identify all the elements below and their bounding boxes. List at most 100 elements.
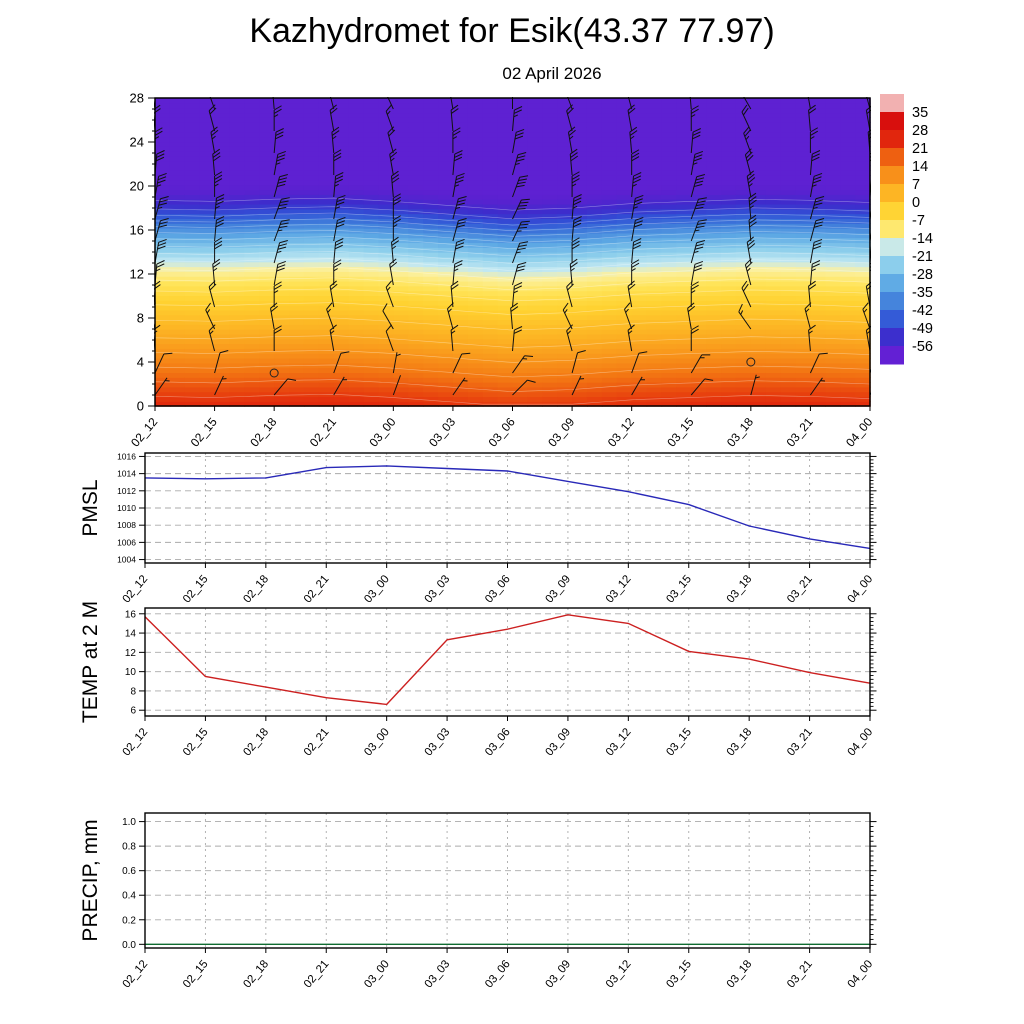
calm-wind-circle xyxy=(746,357,756,367)
svg-text:0.8: 0.8 xyxy=(122,842,136,853)
temp-2m-panel: 6 8 10 12 14 16 02_12 02_15 02_18 02_21 03_00 03_03… xyxy=(79,601,877,758)
svg-text:1004: 1004 xyxy=(117,555,136,565)
svg-text:03_15: 03_15 xyxy=(664,573,694,605)
svg-text:28: 28 xyxy=(912,123,928,139)
svg-text:28: 28 xyxy=(130,91,144,106)
svg-text:8: 8 xyxy=(130,686,136,697)
contour-lines xyxy=(154,197,871,405)
svg-text:02_15: 02_15 xyxy=(188,415,220,450)
svg-text:02_12: 02_12 xyxy=(121,958,151,990)
svg-text:1.0: 1.0 xyxy=(122,817,136,828)
svg-text:1014: 1014 xyxy=(117,469,136,479)
pmsl-panel: 1004 1006 1008 1010 1012 1014 1016 02_12 02_15 02… xyxy=(79,451,877,605)
colorbar: 35 28 21 14 7 0 -7 -14 -21 -28 -35 -42 -49 -56 xyxy=(880,94,933,365)
axes: 0.0 0.2 0.4 0.6 0.8 1.0 02_12 02_15 02_18 02_21 03… xyxy=(121,812,877,990)
svg-text:0.2: 0.2 xyxy=(122,915,136,926)
svg-text:02_12: 02_12 xyxy=(128,415,160,450)
svg-text:02_15: 02_15 xyxy=(181,726,211,758)
svg-text:03_06: 03_06 xyxy=(486,415,518,450)
gridlines xyxy=(144,608,871,716)
svg-text:03_00: 03_00 xyxy=(362,726,392,758)
pmsl-ylabel: PMSL xyxy=(79,479,102,536)
svg-text:0.6: 0.6 xyxy=(122,866,136,877)
svg-text:21: 21 xyxy=(912,141,928,157)
svg-text:03_03: 03_03 xyxy=(426,415,458,450)
svg-text:03_09: 03_09 xyxy=(543,726,573,758)
svg-text:03_15: 03_15 xyxy=(664,958,694,990)
svg-text:04_00: 04_00 xyxy=(846,573,876,605)
svg-text:03_03: 03_03 xyxy=(423,958,453,990)
svg-text:-35: -35 xyxy=(912,285,933,301)
svg-text:02_21: 02_21 xyxy=(302,573,332,605)
svg-text:03_18: 03_18 xyxy=(725,573,755,605)
svg-text:03_09: 03_09 xyxy=(545,415,577,450)
svg-text:04_00: 04_00 xyxy=(846,726,876,758)
svg-text:03_21: 03_21 xyxy=(784,415,816,450)
svg-text:14: 14 xyxy=(912,159,928,175)
svg-text:02_21: 02_21 xyxy=(302,958,332,990)
svg-text:16: 16 xyxy=(125,609,137,620)
gridlines xyxy=(144,453,871,563)
svg-text:1006: 1006 xyxy=(117,537,136,547)
svg-text:0: 0 xyxy=(912,195,920,211)
svg-text:02_18: 02_18 xyxy=(241,958,271,990)
svg-text:0.0: 0.0 xyxy=(122,940,136,951)
svg-text:03_21: 03_21 xyxy=(785,573,815,605)
svg-text:35: 35 xyxy=(912,105,928,121)
svg-text:03_18: 03_18 xyxy=(724,415,756,450)
svg-text:10: 10 xyxy=(125,667,137,678)
temp-2m-ylabel: TEMP at 2 M xyxy=(79,601,102,723)
svg-text:03_00: 03_00 xyxy=(362,573,392,605)
svg-text:02_15: 02_15 xyxy=(181,573,211,605)
svg-text:03_21: 03_21 xyxy=(785,726,815,758)
svg-text:03_18: 03_18 xyxy=(725,958,755,990)
svg-text:1012: 1012 xyxy=(117,486,136,496)
svg-text:8: 8 xyxy=(137,311,144,326)
pmsl-line xyxy=(144,465,871,550)
temp-2m-line xyxy=(144,614,871,706)
svg-text:02_18: 02_18 xyxy=(247,415,279,450)
svg-text:03_03: 03_03 xyxy=(423,726,453,758)
svg-text:02_21: 02_21 xyxy=(302,726,332,758)
svg-text:02_12: 02_12 xyxy=(121,726,151,758)
precip-ylabel: PRECIP, mm xyxy=(79,819,102,941)
svg-text:03_06: 03_06 xyxy=(483,726,513,758)
svg-text:6: 6 xyxy=(130,706,136,717)
svg-text:02_18: 02_18 xyxy=(241,573,271,605)
svg-text:-49: -49 xyxy=(912,321,933,337)
svg-text:7: 7 xyxy=(912,177,920,193)
svg-text:03_06: 03_06 xyxy=(483,573,513,605)
svg-text:-14: -14 xyxy=(912,231,933,247)
svg-text:03_00: 03_00 xyxy=(366,415,398,450)
svg-text:03_21: 03_21 xyxy=(785,958,815,990)
svg-text:14: 14 xyxy=(125,629,137,640)
gridlines xyxy=(144,813,871,948)
svg-text:03_12: 03_12 xyxy=(604,726,634,758)
svg-text:03_12: 03_12 xyxy=(605,415,637,450)
svg-text:-28: -28 xyxy=(912,267,933,283)
svg-text:03_00: 03_00 xyxy=(362,958,392,990)
calm-wind-circle xyxy=(269,368,279,378)
page-title: Kazhydromet for Esik(43.37 77.97) xyxy=(249,12,775,50)
svg-text:04_00: 04_00 xyxy=(846,958,876,990)
svg-text:03_15: 03_15 xyxy=(664,726,694,758)
svg-text:24: 24 xyxy=(130,135,144,150)
svg-text:1010: 1010 xyxy=(117,503,136,513)
svg-text:02_12: 02_12 xyxy=(121,573,151,605)
svg-text:0.4: 0.4 xyxy=(122,891,136,902)
wind-barbs-layer xyxy=(154,97,871,396)
svg-text:-21: -21 xyxy=(912,249,933,265)
svg-text:03_06: 03_06 xyxy=(483,958,513,990)
svg-text:0: 0 xyxy=(137,399,144,414)
date-subtitle: 02 April 2026 xyxy=(502,64,602,83)
svg-text:-7: -7 xyxy=(912,213,925,229)
svg-text:-56: -56 xyxy=(912,339,933,355)
svg-text:02_15: 02_15 xyxy=(181,958,211,990)
svg-text:20: 20 xyxy=(130,179,144,194)
svg-text:12: 12 xyxy=(125,648,137,659)
svg-text:02_18: 02_18 xyxy=(241,726,271,758)
svg-text:1008: 1008 xyxy=(117,520,136,530)
svg-text:03_09: 03_09 xyxy=(543,958,573,990)
